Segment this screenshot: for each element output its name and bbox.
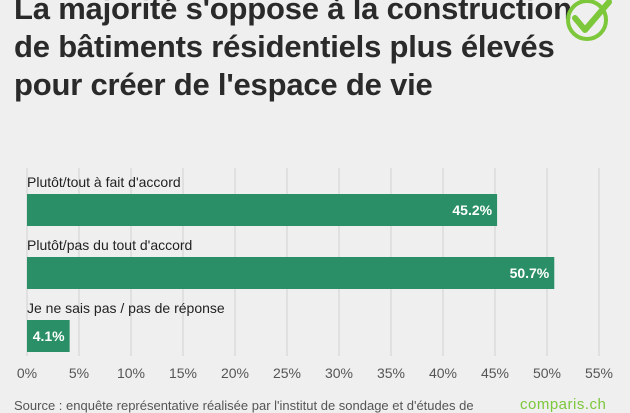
bars: Plutôt/tout à fait d'accord 45.2% Plutôt/p…	[27, 174, 555, 352]
bar	[27, 194, 498, 226]
x-tick-label: 10%	[117, 365, 145, 381]
x-tick-label: 30%	[325, 365, 353, 381]
category-label: Plutôt/pas du tout d'accord	[27, 237, 192, 253]
x-tick-label: 50%	[533, 365, 561, 381]
x-tick-label: 20%	[221, 365, 249, 381]
checkmark-circle-icon	[566, 0, 612, 41]
x-axis-ticks: 0% 5% 10% 15% 20% 25% 30% 35% 40% 45% 50% 55%	[17, 365, 613, 381]
x-tick-label: 25%	[273, 365, 301, 381]
x-tick-label: 55%	[585, 365, 613, 381]
chart-title: La majorité s'oppose à la construction d…	[14, 0, 572, 102]
brand-logo: comparis.ch	[520, 396, 607, 413]
x-tick-label: 45%	[481, 365, 509, 381]
x-tick-label: 35%	[377, 365, 405, 381]
x-tick-label: 0%	[17, 365, 37, 381]
data-label: 50.7%	[510, 265, 550, 281]
x-tick-label: 40%	[429, 365, 457, 381]
category-label: Plutôt/tout à fait d'accord	[27, 174, 181, 190]
source-note: Source : enquête représentative réalisée…	[14, 398, 474, 413]
bar	[27, 257, 555, 289]
x-tick-label: 15%	[169, 365, 197, 381]
bar	[27, 320, 70, 352]
data-label: 45.2%	[452, 202, 492, 218]
data-label: 4.1%	[33, 328, 65, 344]
category-label: Je ne sais pas / pas de réponse	[27, 300, 225, 316]
x-tick-label: 5%	[69, 365, 89, 381]
